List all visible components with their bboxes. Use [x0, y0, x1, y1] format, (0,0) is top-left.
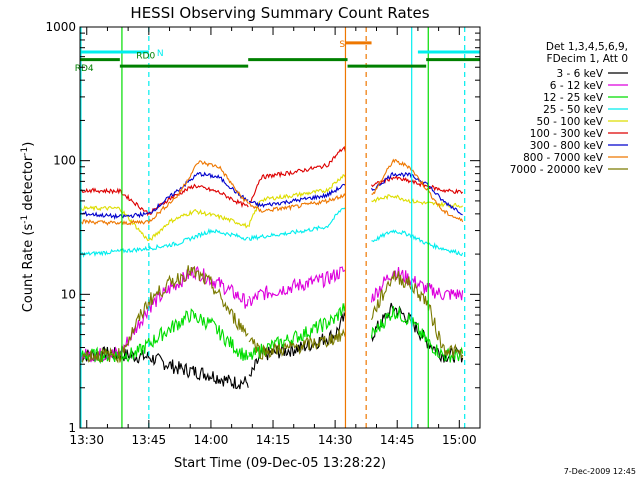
x-axis-label: Start Time (09-Dec-05 13:28:22) — [174, 456, 386, 471]
series-line — [79, 205, 249, 242]
series-line — [80, 346, 249, 390]
series-line — [79, 308, 249, 364]
series-8 — [79, 265, 464, 364]
x-tick-label: 14:00 — [194, 433, 229, 447]
legend-header: FDecim 1, Att 0 — [547, 53, 628, 65]
legend-label: 3 - 6 keV — [556, 68, 603, 80]
x-tick-label: 15:00 — [442, 433, 477, 447]
series-line — [80, 227, 249, 258]
y-tick-label: 1 — [68, 421, 76, 435]
x-tick-label: 13:45 — [132, 433, 167, 447]
legend-label: 7000 - 20000 keV — [510, 164, 604, 176]
series-4 — [79, 174, 464, 242]
series-line — [371, 158, 464, 223]
plot-frame — [79, 26, 481, 429]
series-line — [370, 270, 464, 359]
series-line — [370, 266, 464, 303]
y-tick-label: 100 — [53, 154, 76, 168]
plot-traces — [79, 145, 464, 390]
series-line — [79, 265, 249, 364]
series-line — [248, 192, 346, 213]
night-label: N — [157, 49, 164, 59]
series-6 — [80, 171, 463, 221]
y-axis-label: Count Rate (s-1 detector-1) — [20, 142, 36, 313]
series-3 — [80, 207, 464, 258]
x-tick-label: 13:30 — [69, 433, 104, 447]
series-7 — [80, 158, 464, 226]
series-line — [370, 306, 464, 363]
series-line — [248, 183, 346, 209]
legend-label: 25 - 50 keV — [543, 104, 604, 116]
series-line — [248, 145, 346, 204]
timestamp: 7-Dec-2009 12:45 — [564, 467, 636, 476]
rd4-label: RD4 — [75, 64, 94, 74]
series-5 — [80, 145, 464, 217]
axis-ticks: 13:30 13:45 14:00 14:15 14:30 14:45 15:00 1 10 10… — [45, 20, 480, 447]
series-line — [371, 171, 463, 216]
legend-label: 6 - 12 keV — [550, 80, 604, 92]
legend-header: Det 1,3,4,5,6,9, — [546, 41, 628, 53]
legend: Det 1,3,4,5,6,9,FDecim 1, Att 0 3 - 6 keV… — [510, 41, 628, 176]
series-line — [248, 207, 346, 241]
legend-label: 100 - 300 keV — [530, 128, 604, 140]
x-tick-label: 14:45 — [380, 433, 415, 447]
series-line — [80, 183, 249, 217]
series-line — [80, 160, 249, 226]
y-tick-label: 10 — [61, 287, 76, 301]
series-line — [80, 171, 249, 221]
legend-label: 50 - 100 keV — [536, 116, 603, 128]
x-tick-label: 14:30 — [318, 433, 353, 447]
y-tick-label: 1000 — [45, 20, 76, 34]
chart-title: HESSI Observing Summary Count Rates — [130, 4, 429, 22]
series-line — [371, 229, 464, 257]
legend-label: 12 - 25 keV — [543, 92, 604, 104]
series-line — [79, 265, 249, 364]
series-line — [248, 174, 346, 228]
series-line — [248, 266, 346, 306]
legend-label: 800 - 7000 keV — [523, 152, 604, 164]
x-tick-label: 14:15 — [256, 433, 291, 447]
rd0-label: RD0 — [136, 52, 155, 62]
saa-label: S — [339, 40, 345, 50]
legend-label: 300 - 800 keV — [530, 140, 604, 152]
series-line — [248, 328, 346, 360]
